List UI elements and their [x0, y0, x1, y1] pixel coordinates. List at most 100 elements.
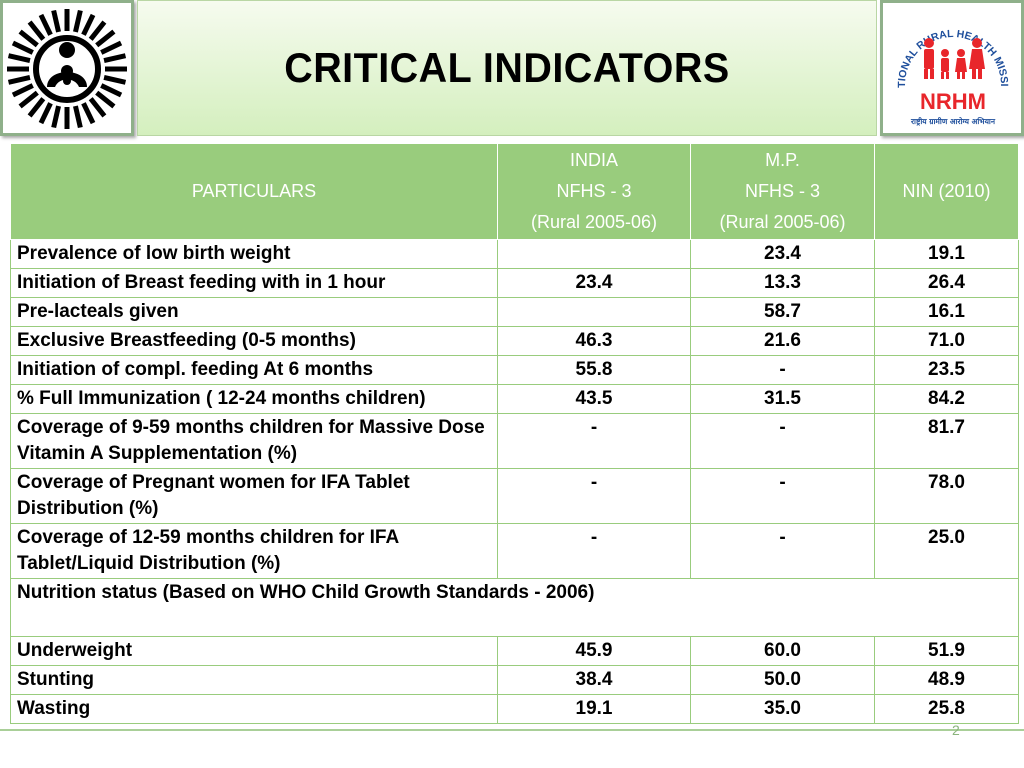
nin-value: 71.0 — [874, 326, 1019, 356]
header-mp-line-2: NFHS - 3 — [744, 181, 820, 201]
emblem-ray — [38, 13, 53, 36]
header-mp: M.P. NFHS - 3 (Rural 2005-06) — [690, 143, 875, 240]
emblem-ray — [95, 29, 116, 48]
header-particulars: PARTICULARS — [10, 143, 498, 240]
india-value — [497, 297, 691, 327]
emblem-ray — [7, 75, 31, 85]
header-mp-line-1: M.P. — [765, 150, 800, 170]
emblem-ray — [103, 75, 127, 85]
section-row: Nutrition status (Based on WHO Child Gro… — [10, 578, 1019, 637]
left-logo-box — [0, 0, 134, 136]
india-value: - — [497, 413, 691, 469]
mp-value: 60.0 — [690, 636, 875, 666]
mp-value: 31.5 — [690, 384, 875, 414]
emblem-ray — [27, 97, 46, 118]
nin-value: 78.0 — [874, 468, 1019, 524]
nin-value: 81.7 — [874, 413, 1019, 469]
nin-value: 19.1 — [874, 239, 1019, 269]
table-row: Coverage of 9-59 months children for Mas… — [10, 413, 1019, 469]
india-value: 45.9 — [497, 636, 691, 666]
table-row: Coverage of 12-59 months children for IF… — [10, 523, 1019, 579]
row-label: Initiation of Breast feeding with in 1 h… — [10, 268, 498, 298]
india-value: 19.1 — [497, 694, 691, 724]
table-row: Initiation of Breast feeding with in 1 h… — [10, 268, 1019, 298]
mp-value: 13.3 — [690, 268, 875, 298]
row-label: Coverage of 9-59 months children for Mas… — [10, 413, 498, 469]
header-india-line-3: (Rural 2005-06) — [530, 212, 658, 232]
row-label: Pre-lacteals given — [10, 297, 498, 327]
nin-value: 51.9 — [874, 636, 1019, 666]
row-label: Stunting — [10, 665, 498, 695]
table-row: % Full Immunization ( 12-24 months child… — [10, 384, 1019, 414]
row-label: Underweight — [10, 636, 498, 666]
nin-value: 26.4 — [874, 268, 1019, 298]
mp-value: - — [690, 468, 875, 524]
footer-rule — [0, 729, 1024, 731]
header-mp-line-3: (Rural 2005-06) — [719, 212, 846, 232]
emblem-ray — [103, 53, 127, 63]
slide-title: CRITICAL INDICATORS — [284, 44, 730, 91]
emblem-ray — [100, 83, 123, 98]
row-label: % Full Immunization ( 12-24 months child… — [10, 384, 498, 414]
emblem-ray — [51, 105, 61, 129]
emblem-ray — [11, 40, 34, 55]
indicators-table: PARTICULARS INDIA NFHS - 3 (Rural 2005-0… — [10, 143, 1019, 724]
emblem-ray — [73, 9, 83, 33]
emblem-ray — [51, 9, 61, 33]
right-logo-box: NATIONAL RURAL HEALTH MISSION NRHM राष्ट… — [880, 0, 1024, 136]
india-value: 23.4 — [497, 268, 691, 298]
emblem-ray — [81, 102, 96, 125]
mp-value: 23.4 — [690, 239, 875, 269]
emblem-ray — [73, 105, 83, 129]
india-value: - — [497, 468, 691, 524]
emblem-ray — [100, 40, 123, 55]
row-label: Prevalence of low birth weight — [10, 239, 498, 269]
header-nin: NIN (2010) — [874, 143, 1019, 240]
nin-value: 25.8 — [874, 694, 1019, 724]
table-row: Prevalence of low birth weight 23.4 19.1 — [10, 239, 1019, 269]
nin-value: 48.9 — [874, 665, 1019, 695]
nrhm-acronym: NRHM — [920, 89, 986, 114]
nin-value: 84.2 — [874, 384, 1019, 414]
mp-value: - — [690, 413, 875, 469]
table-row: Initiation of compl. feeding At 6 months… — [10, 355, 1019, 385]
mp-value: 35.0 — [690, 694, 875, 724]
india-value: - — [497, 523, 691, 579]
india-value — [497, 239, 691, 269]
page-number: 2 — [952, 722, 960, 738]
table-header: PARTICULARS INDIA NFHS - 3 (Rural 2005-0… — [10, 143, 1019, 240]
table-row: Stunting 38.4 50.0 48.9 — [10, 665, 1019, 695]
header-india-line-2: NFHS - 3 — [556, 181, 632, 201]
emblem-ray — [7, 53, 31, 63]
india-value: 43.5 — [497, 384, 691, 414]
emblem-ray — [81, 13, 96, 36]
mp-value: 50.0 — [690, 665, 875, 695]
row-label: Wasting — [10, 694, 498, 724]
table-row: Wasting 19.1 35.0 25.8 — [10, 694, 1019, 724]
emblem-ray — [18, 29, 39, 48]
mp-value: 58.7 — [690, 297, 875, 327]
india-value: 55.8 — [497, 355, 691, 385]
emblem-ray — [88, 97, 107, 118]
row-label: Coverage of Pregnant women for IFA Table… — [10, 468, 498, 524]
table-body: Prevalence of low birth weight 23.4 19.1… — [10, 239, 1019, 724]
nin-value: 16.1 — [874, 297, 1019, 327]
row-label: Initiation of compl. feeding At 6 months — [10, 355, 498, 385]
emblem-ray — [88, 20, 107, 41]
header-india-line-1: INDIA — [569, 150, 618, 170]
emblem-ray — [27, 20, 46, 41]
table-row: Underweight 45.9 60.0 51.9 — [10, 636, 1019, 666]
emblem-ray — [38, 102, 53, 125]
nin-value: 23.5 — [874, 355, 1019, 385]
mp-value: 21.6 — [690, 326, 875, 356]
title-banner: CRITICAL INDICATORS — [137, 0, 877, 136]
nin-value: 25.0 — [874, 523, 1019, 579]
header-india: INDIA NFHS - 3 (Rural 2005-06) — [497, 143, 691, 240]
emblem-ray — [11, 83, 34, 98]
mother-child-emblem-icon — [7, 9, 127, 129]
table-row: Coverage of Pregnant women for IFA Table… — [10, 468, 1019, 524]
row-label: Exclusive Breastfeeding (0-5 months) — [10, 326, 498, 356]
india-value: 46.3 — [497, 326, 691, 356]
nrhm-hindi-text: राष्ट्रीय ग्रामीण आरोग्य अभियान — [910, 117, 996, 126]
nrhm-family-logo-icon: NATIONAL RURAL HEALTH MISSION NRHM राष्ट… — [883, 3, 1010, 126]
